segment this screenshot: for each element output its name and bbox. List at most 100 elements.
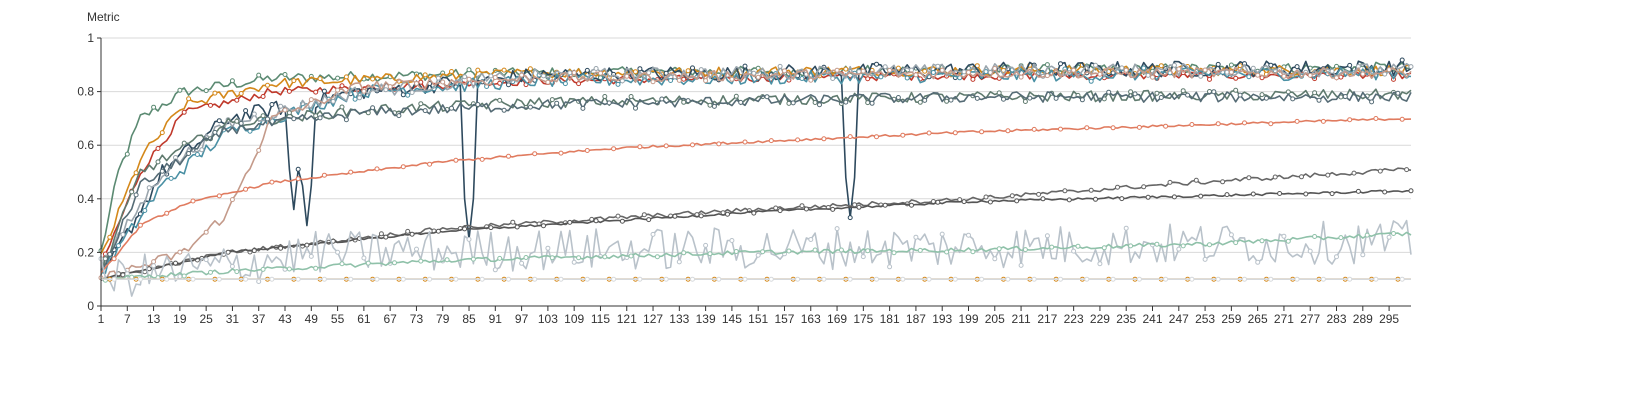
series-point	[541, 223, 546, 229]
series-point	[1360, 71, 1366, 77]
series-point	[190, 198, 196, 204]
series-point	[979, 129, 985, 135]
series-point	[729, 238, 735, 243]
series-point	[1036, 191, 1042, 197]
series-point	[1294, 118, 1300, 124]
series-point	[567, 219, 573, 225]
series-point	[488, 73, 494, 79]
series-point	[1228, 69, 1234, 75]
series-10	[100, 116, 1412, 274]
series-point	[930, 70, 936, 75]
x-tick-label: 271	[1274, 312, 1294, 326]
series-point	[348, 169, 354, 175]
series-point	[1377, 168, 1383, 174]
series-point	[238, 120, 244, 126]
series-point	[1329, 191, 1335, 197]
series-point	[576, 255, 582, 261]
series-point	[251, 111, 257, 117]
series-point	[1224, 192, 1230, 198]
series-point	[418, 101, 424, 107]
series-point	[291, 78, 297, 84]
series-point	[1399, 116, 1405, 122]
series-point	[891, 250, 897, 256]
series-point	[1110, 125, 1116, 131]
series-point	[1299, 174, 1304, 180]
series-point	[479, 276, 485, 282]
series-point	[755, 252, 761, 258]
y-tick-label: 0.2	[77, 245, 94, 259]
series-point	[1115, 184, 1120, 190]
series-point	[904, 75, 910, 81]
series-point	[847, 215, 853, 221]
series-point	[418, 258, 424, 264]
series-point	[361, 88, 367, 94]
x-tick-label: 73	[410, 312, 424, 326]
series-point	[339, 261, 345, 267]
series-point	[216, 118, 222, 124]
series-point	[308, 253, 314, 259]
series-point	[659, 96, 665, 102]
series-point	[799, 76, 805, 81]
series-point	[812, 247, 818, 253]
series-point	[698, 213, 704, 219]
series-point	[742, 139, 748, 145]
series-point	[212, 90, 218, 96]
series-point	[466, 67, 472, 73]
x-tick-label: 115	[591, 312, 610, 326]
series-point	[392, 260, 397, 266]
x-tick-label: 145	[722, 312, 742, 326]
series-point	[1110, 276, 1116, 282]
series-point	[1228, 62, 1234, 68]
y-tick-label: 0.6	[77, 138, 94, 152]
series-point	[707, 102, 713, 108]
series-point	[124, 151, 130, 157]
series-point	[1334, 254, 1339, 260]
series-point	[1207, 76, 1212, 82]
series-point	[1005, 128, 1011, 134]
series-point	[1123, 225, 1129, 231]
series-point	[203, 88, 209, 94]
x-tick-label: 7	[124, 312, 131, 326]
series-point	[615, 81, 621, 87]
series-point	[1242, 120, 1247, 126]
series-point	[1044, 73, 1050, 79]
series-point	[1215, 276, 1221, 282]
series-point	[422, 108, 428, 114]
y-tick-label: 0.8	[77, 85, 94, 99]
x-tick-label: 235	[1116, 312, 1136, 326]
series-point	[186, 96, 192, 102]
series-point	[427, 161, 433, 167]
series-point	[1268, 276, 1274, 282]
series-point	[1246, 175, 1252, 181]
series-point	[764, 94, 770, 100]
series-point	[120, 232, 126, 237]
series-point	[400, 92, 406, 98]
series-point	[1071, 67, 1077, 73]
series-point	[1255, 72, 1261, 78]
series-point	[137, 276, 143, 282]
series-point	[286, 88, 292, 94]
series-point	[987, 199, 993, 205]
series-point	[229, 263, 235, 269]
series-point	[571, 70, 577, 76]
x-tick-label: 61	[357, 312, 371, 326]
series-point	[1233, 240, 1239, 246]
series-point	[383, 234, 389, 240]
series-point	[137, 222, 143, 228]
series-point	[466, 76, 472, 82]
x-tick-label: 151	[748, 312, 768, 326]
series-point	[1158, 95, 1164, 100]
series-point	[519, 260, 525, 266]
series-point	[974, 95, 980, 101]
series-point	[584, 148, 590, 153]
series-point	[492, 75, 498, 80]
series-point	[129, 189, 135, 195]
series-point	[1106, 89, 1112, 95]
series-point	[313, 89, 319, 95]
series-point	[532, 276, 538, 282]
series-point	[155, 146, 161, 151]
series-point	[278, 245, 284, 251]
series-point	[378, 231, 384, 237]
series-point	[111, 276, 117, 282]
series-point	[939, 67, 945, 73]
